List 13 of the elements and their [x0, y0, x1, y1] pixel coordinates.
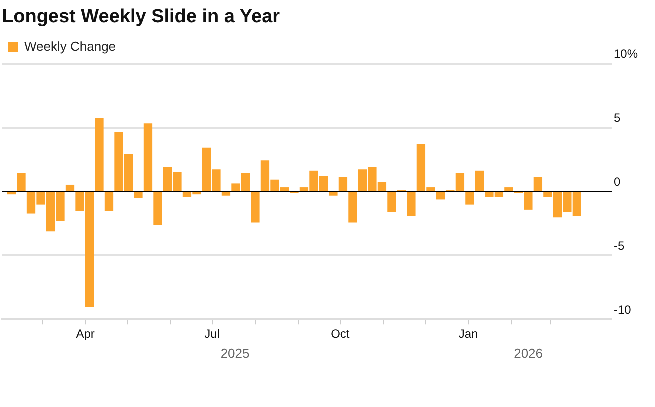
- x-tick-label: Oct: [331, 327, 350, 342]
- legend-label: Weekly Change: [24, 38, 116, 54]
- y-tick-label: -10: [614, 302, 632, 317]
- text: 2025: [220, 346, 250, 361]
- x-tick-label: Apr: [76, 327, 95, 342]
- y-tick-label: 0: [614, 175, 621, 190]
- y-tick-label: 10%: [614, 47, 638, 62]
- chart-title: Longest Weekly Slide in a Year: [2, 6, 281, 28]
- text: 2026: [514, 346, 544, 361]
- x-tick-label: Jan: [458, 327, 478, 342]
- x-tick-label: Jul: [204, 327, 220, 342]
- y-tick-label: 5: [614, 111, 621, 126]
- y-tick-label: -5: [614, 238, 625, 253]
